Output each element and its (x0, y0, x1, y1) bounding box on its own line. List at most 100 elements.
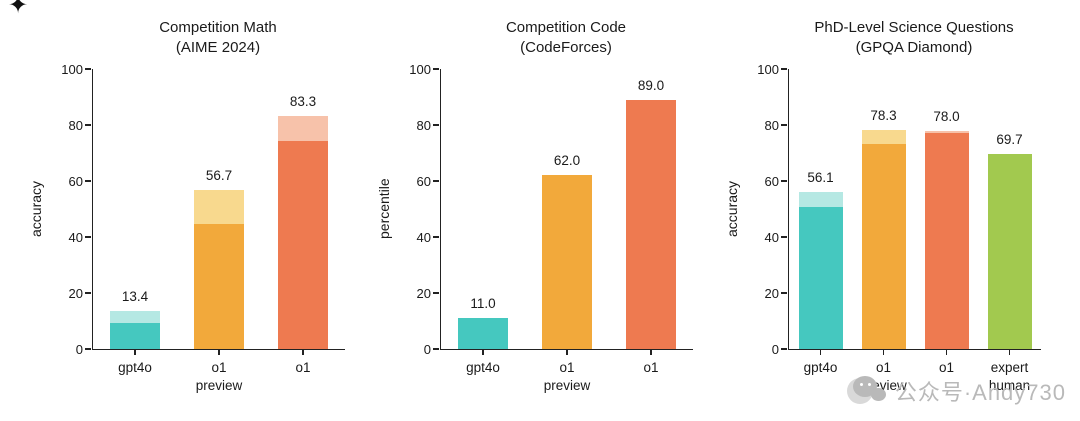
chart-body: accuracy 0 20 40 60 80 100 56.1 gpt4o 78.3 o1 previ… (722, 62, 1056, 393)
x-tick-mark (302, 349, 304, 355)
chart-title-line: (CodeForces) (520, 38, 612, 56)
y-tick-mark (433, 292, 440, 294)
y-tick-label: 60 (68, 174, 83, 189)
bar-value-label: 83.3 (289, 93, 317, 109)
y-tick-mark (781, 180, 788, 182)
x-tick-label-line: expert (990, 360, 1029, 375)
y-tick-label: 20 (68, 286, 83, 301)
wechat-icon-eye (859, 383, 863, 386)
plot-area: 0 20 40 60 80 100 11.0 gpt4o 62.0 o1 preview 89.0 o1 (409, 62, 693, 393)
x-tick-mark (650, 349, 652, 355)
chart-title: Competition Code (CodeForces) (440, 18, 692, 57)
bar-value-label: 69.7 (996, 131, 1023, 147)
bar-value-label: 13.4 (121, 289, 149, 305)
chart-title: PhD-Level Science Questions (GPQA Diamond… (788, 18, 1040, 57)
x-tick-label-line: o1 (295, 360, 311, 375)
x-tick-label-line: o1 (211, 360, 227, 375)
y-tick-label: 80 (68, 118, 83, 133)
bar-value-label: 56.7 (205, 168, 233, 184)
chart-3: PhD-Level Science Questions (GPQA Diamond… (722, 18, 1056, 393)
wechat-icon (846, 376, 887, 406)
bar-solid-segment (861, 143, 906, 349)
x-tick-mark (819, 349, 822, 355)
bar-value-label: 89.0 (637, 77, 665, 93)
charts-row: Competition Math (AIME 2024) accuracy 0 20 40… (26, 18, 1056, 393)
bar-gpt4o (798, 191, 843, 349)
chart-body: accuracy 0 20 40 60 80 100 13.4 gpt4o 56.7 o1 previ… (26, 62, 360, 393)
x-tick-label: o1 (609, 359, 693, 377)
y-tick-mark (85, 180, 92, 182)
y-tick-mark (433, 348, 440, 350)
chart-title-line: Competition Code (505, 19, 627, 36)
bar-gpt4o (110, 311, 160, 349)
x-tick-label-line: preview (195, 377, 243, 393)
bar-solid-segment (987, 153, 1032, 349)
wechat-icon-small-bubble (870, 388, 886, 401)
bar-solid-segment (798, 207, 843, 349)
bar-o1 (278, 115, 328, 349)
y-axis-label: percentile (376, 178, 392, 240)
y-axis-label: accuracy (28, 180, 44, 238)
plot-area: 0 20 40 60 80 100 13.4 gpt4o 56.7 o1 preview 83.3 o1 (61, 62, 345, 393)
chart-title-line: PhD-Level Science Questions (814, 19, 1014, 36)
y-axis-label: accuracy (724, 180, 740, 238)
bar-o1 (626, 99, 676, 349)
y-tick-label: 100 (61, 62, 83, 77)
y-tick-label: 40 (68, 230, 83, 245)
bar-expert-human (987, 153, 1032, 349)
x-tick-label: gpt4o (93, 359, 177, 377)
bar-solid-segment (542, 175, 592, 349)
x-tick-label: expert human (978, 359, 1041, 394)
y-tick-mark (433, 124, 440, 126)
x-tick-mark (882, 349, 885, 355)
y-tick-mark (85, 124, 92, 126)
x-tick-label: gpt4o (789, 359, 852, 377)
wechat-icon-eye (867, 383, 871, 386)
y-tick-label: 100 (409, 62, 431, 77)
y-tick-label: 60 (416, 174, 431, 189)
chart-body: percentile 0 20 40 60 80 100 11.0 gpt4o 62.0 o1 pre… (374, 62, 708, 393)
x-tick-label-line: o1 (875, 360, 892, 375)
y-tick-label: 20 (416, 286, 431, 301)
x-tick-label-line: gpt4o (118, 360, 152, 375)
plot-area: 0 20 40 60 80 100 56.1 gpt4o 78.3 o1 preview 78.0 o1… (757, 62, 1041, 393)
x-tick-mark (566, 349, 568, 355)
x-tick-label: o1 (261, 359, 345, 377)
x-tick-label-line: o1 (559, 360, 575, 375)
chart-title-line: Competition Math (159, 19, 277, 36)
y-tick-label: 0 (423, 342, 431, 357)
x-tick-label: o1 (915, 359, 978, 377)
y-tick-mark (781, 68, 788, 70)
x-tick-label-line: human (988, 377, 1031, 393)
bar-solid-segment (924, 132, 969, 349)
y-tick-label: 0 (771, 342, 779, 357)
y-tick-mark (85, 236, 92, 238)
y-tick-mark (781, 124, 788, 126)
y-tick-label: 40 (764, 230, 779, 245)
x-tick-label: o1 preview (525, 359, 609, 394)
x-tick-label: gpt4o (441, 359, 525, 377)
x-tick-mark (1008, 349, 1011, 355)
y-tick-mark (85, 292, 92, 294)
bar-o1-preview (861, 129, 906, 349)
y-tick-label: 60 (764, 174, 779, 189)
bar-solid-segment (278, 140, 328, 349)
x-tick-label-line: o1 (643, 360, 659, 375)
y-tick-mark (433, 180, 440, 182)
chart-1: Competition Math (AIME 2024) accuracy 0 20 40… (26, 18, 360, 393)
y-tick-label: 80 (416, 118, 431, 133)
x-tick-label-line: gpt4o (803, 360, 838, 375)
y-tick-mark (433, 68, 440, 70)
bar-value-label: 11.0 (470, 296, 496, 312)
watermark-text: 公众号·Andy730 (894, 380, 1066, 405)
watermark: 公众号·Andy730 (846, 375, 1066, 407)
chart-2: Competition Code (CodeForces) percentile 0 2… (374, 18, 708, 393)
x-tick-label-line: gpt4o (466, 360, 500, 375)
y-tick-mark (781, 292, 788, 294)
sparkle-icon: ✦ (8, 0, 29, 19)
y-tick-label: 0 (75, 342, 83, 357)
y-tick-label: 20 (764, 286, 779, 301)
x-tick-mark (134, 349, 136, 355)
y-tick-label: 80 (764, 118, 779, 133)
